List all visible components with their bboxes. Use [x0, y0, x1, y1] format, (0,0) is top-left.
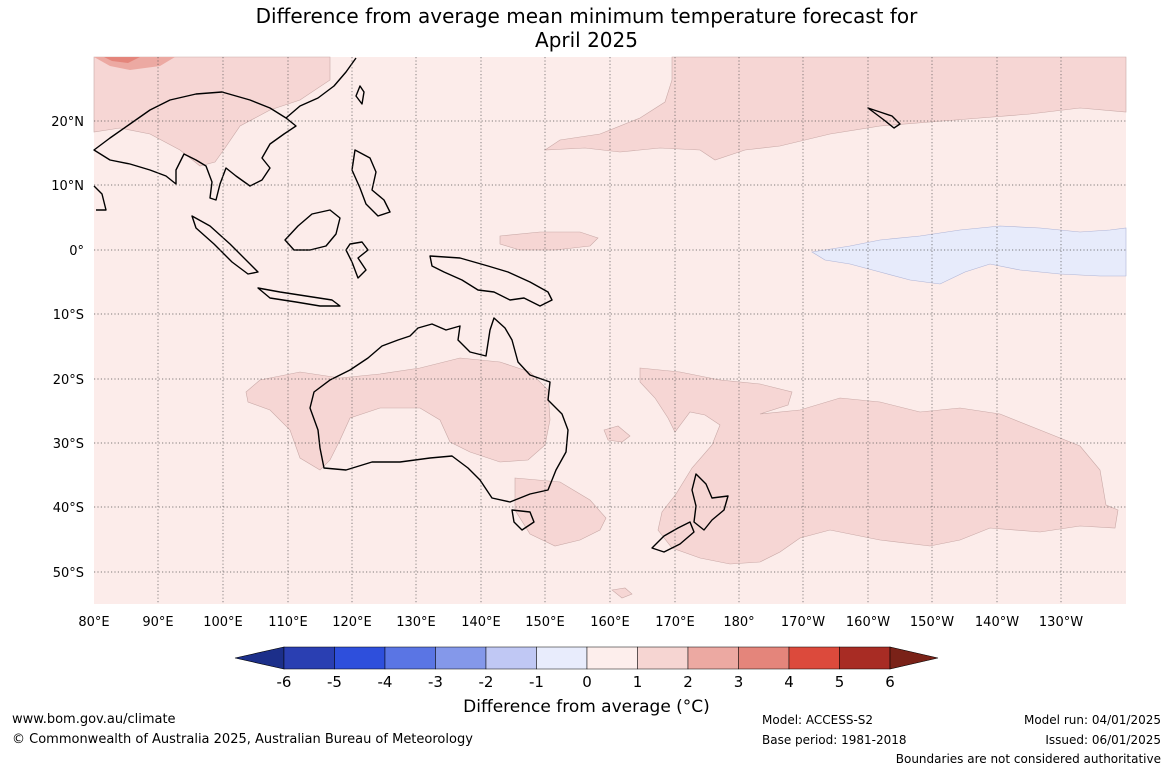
lon-label: 100°E — [203, 615, 243, 630]
base-period-text: Base period: 1981-2018 — [762, 733, 907, 747]
colorbar-segment — [738, 646, 790, 670]
colorbar-high-extend — [889, 646, 939, 670]
colorbar-tick-label: -6 — [277, 673, 292, 691]
colorbar-tick-label: -1 — [529, 673, 544, 691]
lon-label: 140°E — [461, 615, 501, 630]
latitude-labels: 20°N 10°N 0° 10°S 20°S 30°S 40°S 50°S — [51, 115, 84, 581]
colorbar-low-extend — [234, 646, 285, 670]
tasmania-coastline — [511, 509, 535, 531]
copyright-text: © Commonwealth of Australia 2025, Austra… — [12, 732, 473, 747]
sumatra-coastline — [191, 215, 259, 275]
colorbar-tick-label: 0 — [582, 673, 592, 691]
map-title: Difference from average mean minimum tem… — [0, 4, 1173, 52]
india-sri-lanka-coastline — [93, 185, 107, 211]
coastlines — [93, 57, 901, 553]
colorbar-segment — [435, 646, 487, 670]
lon-label: 130°E — [396, 615, 436, 630]
hot-corner — [94, 57, 175, 70]
lon-label: 90°E — [142, 615, 173, 630]
small-warm-patch — [611, 587, 633, 599]
model-run-text: Model run: 04/01/2025 — [1023, 713, 1161, 727]
website-text: www.bom.gov.au/climate — [12, 712, 176, 727]
new-guinea-coastline — [429, 255, 553, 307]
colorbar-segment — [485, 646, 537, 670]
colorbar-segment — [788, 646, 840, 670]
lon-label: 160°E — [590, 615, 630, 630]
north-island-nz-coastline — [691, 473, 729, 531]
south-island-nz-coastline — [651, 521, 695, 553]
lon-label: 80°E — [78, 615, 109, 630]
hawaii-coastline — [867, 107, 901, 129]
title-line-2: April 2025 — [535, 28, 638, 52]
lon-label: 130°W — [1039, 615, 1083, 630]
colorbar-tick-label: -2 — [479, 673, 494, 691]
colorbar-segment — [637, 646, 689, 670]
colorbar-tick-label: -3 — [428, 673, 443, 691]
lon-label: 150°W — [910, 615, 954, 630]
colorbar-tick-label: 4 — [784, 673, 794, 691]
lat-label: 10°N — [51, 179, 84, 194]
philippines-coastline — [351, 149, 391, 217]
graticule — [94, 57, 1126, 604]
hot-corner-inner — [104, 57, 140, 63]
colorbar-tick-label: 1 — [633, 673, 643, 691]
western-margin-warm-region — [93, 56, 331, 167]
java-coastline — [257, 287, 341, 307]
lon-label: 170°W — [781, 615, 825, 630]
lat-label: 50°S — [53, 566, 84, 581]
colorbar-tick-label: -4 — [378, 673, 393, 691]
colorbar-segment — [334, 646, 386, 670]
lat-label: 20°S — [53, 373, 84, 388]
colorbar-tick-label: -5 — [327, 673, 342, 691]
equatorial-warm-patch — [499, 231, 599, 251]
longitude-labels: 80°E 90°E 100°E 110°E 120°E 130°E 140°E … — [78, 615, 1083, 630]
japan-coastline — [355, 85, 365, 105]
lat-label: 40°S — [53, 501, 84, 516]
colorbar-tick-label: 2 — [683, 673, 693, 691]
colorbar-tick-label: 6 — [885, 673, 895, 691]
colorbar-segment — [536, 646, 588, 670]
lon-label: 160°W — [846, 615, 890, 630]
australia-coastline — [309, 317, 569, 503]
lon-label: 150°E — [525, 615, 565, 630]
south-pacific-warm-region — [639, 367, 1119, 565]
lon-label: 170°E — [655, 615, 695, 630]
colorbar: -6 -5 -4 -3 -2 -1 0 1 2 3 4 5 6 — [234, 646, 939, 691]
sulawesi-coastline — [345, 241, 369, 279]
issued-text: Issued: 06/01/2025 — [1045, 733, 1161, 747]
north-pacific-warm-region — [543, 56, 1127, 161]
lon-label: 140°W — [975, 615, 1019, 630]
lon-label: 120°E — [332, 615, 372, 630]
mainland-se-asia-coastline — [93, 91, 297, 201]
china-coastline — [285, 57, 357, 119]
colorbar-segment — [687, 646, 739, 670]
colorbar-title: Difference from average (°C) — [463, 697, 710, 717]
boundaries-text: Boundaries are not considered authoritat… — [895, 752, 1161, 766]
coral-sea-warm-patch — [603, 425, 631, 443]
colorbar-segment — [839, 646, 891, 670]
tasman-warm-region — [514, 477, 607, 547]
title-line-1: Difference from average mean minimum tem… — [255, 4, 918, 28]
lon-label: 180° — [723, 615, 754, 630]
colorbar-segment — [283, 646, 335, 670]
lat-label: 20°N — [51, 115, 84, 130]
lat-label: 0° — [69, 244, 84, 259]
colorbar-segment — [586, 646, 638, 670]
equatorial-cool-region — [811, 225, 1127, 285]
lat-label: 30°S — [53, 437, 84, 452]
colorbar-tick-label: 3 — [734, 673, 744, 691]
lat-label: 10°S — [53, 308, 84, 323]
model-text: Model: ACCESS-S2 — [762, 713, 874, 727]
colorbar-tick-label: 5 — [835, 673, 845, 691]
lon-label: 110°E — [268, 615, 308, 630]
colorbar-segment — [384, 646, 436, 670]
